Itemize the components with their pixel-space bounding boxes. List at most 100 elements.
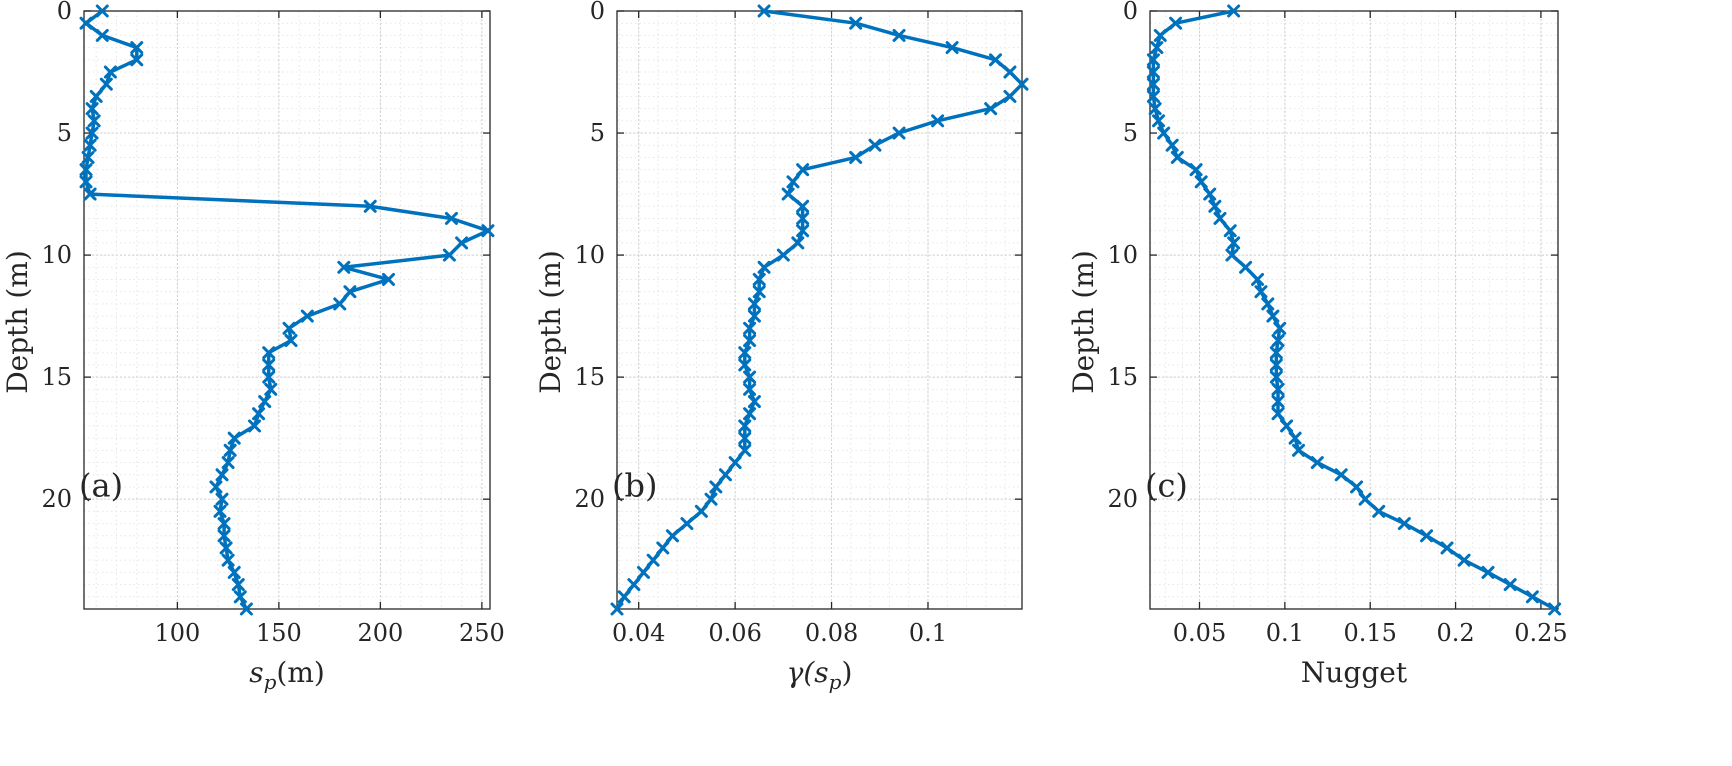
x-axis-label: sp(m) <box>249 656 325 694</box>
y-axis-label: Depth (m) <box>1 250 34 394</box>
y-tick-label: 5 <box>590 119 605 147</box>
data-point-marker <box>796 224 810 238</box>
data-point-marker <box>231 578 245 592</box>
data-point-marker <box>99 77 113 91</box>
data-point-marker <box>1261 297 1275 311</box>
data-point-marker <box>282 321 296 335</box>
data-point-marker <box>1254 285 1268 299</box>
y-tick-label: 15 <box>574 363 605 391</box>
data-point-marker <box>1227 236 1241 250</box>
y-tick-label: 10 <box>574 241 605 269</box>
data-point-marker <box>95 28 109 42</box>
data-point-marker <box>262 358 276 372</box>
data-point-marker <box>1372 504 1386 518</box>
data-point-marker <box>743 334 757 348</box>
data-point-marker <box>81 150 95 164</box>
data-point-marker <box>1015 77 1029 91</box>
data-point-marker <box>680 517 694 531</box>
data-point-marker <box>83 138 97 152</box>
data-point-marker <box>363 199 377 213</box>
data-point-marker <box>1457 553 1471 567</box>
data-point-marker <box>219 541 233 555</box>
data-point-marker <box>665 529 679 543</box>
data-point-marker <box>1194 175 1208 189</box>
data-point-marker <box>610 602 624 616</box>
data-point-marker <box>1280 419 1294 433</box>
data-point-marker <box>1288 431 1302 445</box>
chart-panel-a: 100 150 200 250 0 5 10 15 20 Depth (m) sp(m) (a) <box>1 0 505 694</box>
y-tick-label: 20 <box>41 485 72 513</box>
data-point-marker <box>791 236 805 250</box>
y-tick-label: 15 <box>41 363 72 391</box>
data-point-marker <box>337 260 351 274</box>
chart-panel-b: 0.04 0.06 0.08 0.1 0 5 10 15 20 Depth (m) γ(sp) (b) <box>534 0 1029 694</box>
data-point-marker <box>1208 199 1222 213</box>
x-tick-label: 200 <box>357 619 403 647</box>
data-point-marker <box>1266 309 1280 323</box>
data-point-marker <box>617 590 631 604</box>
data-point-marker <box>1003 89 1017 103</box>
data-point-marker <box>87 114 101 128</box>
data-point-marker <box>215 468 229 482</box>
data-point-marker <box>1165 138 1179 152</box>
data-point-marker <box>757 4 771 18</box>
data-point-marker <box>1203 187 1217 201</box>
data-point-marker <box>233 590 247 604</box>
data-point-marker <box>442 248 456 262</box>
x-tick-label: 0.05 <box>1173 619 1226 647</box>
data-point-marker <box>786 175 800 189</box>
y-axis-label: Depth (m) <box>1067 250 1100 394</box>
data-point-marker <box>752 285 766 299</box>
data-point-marker <box>718 468 732 482</box>
data-point-marker <box>1003 65 1017 79</box>
data-point-marker <box>1269 370 1283 384</box>
x-tick-label: 0.25 <box>1514 619 1567 647</box>
data-point-marker <box>85 102 99 116</box>
y-tick-label: 20 <box>1107 485 1138 513</box>
x-tick-label: 0.1 <box>909 619 947 647</box>
data-point-marker <box>1269 358 1283 372</box>
chart-panel-c: 0.05 0.1 0.15 0.2 0.25 0 5 10 15 20 Depth (m) Nugge… <box>1067 0 1568 689</box>
x-tick-label: 0.04 <box>612 619 665 647</box>
data-point-marker <box>1273 321 1287 335</box>
data-point-marker <box>743 321 757 335</box>
data-point-marker <box>1189 163 1203 177</box>
data-point-marker <box>343 285 357 299</box>
data-point-marker <box>1271 334 1285 348</box>
y-tick-label: 0 <box>57 0 72 25</box>
data-point-marker <box>747 395 761 409</box>
data-point-marker <box>704 492 718 506</box>
data-point-marker <box>239 602 253 616</box>
data-point-marker <box>217 517 231 531</box>
data-point-marker <box>1239 260 1253 274</box>
data-point-marker <box>776 248 790 262</box>
data-point-marker <box>1292 443 1306 457</box>
panel-label: (b) <box>612 467 657 505</box>
x-tick-label: 100 <box>154 619 200 647</box>
data-point-marker <box>262 370 276 384</box>
data-point-marker <box>79 16 93 30</box>
data-point-marker <box>892 28 906 42</box>
y-tick-label: 15 <box>1107 363 1138 391</box>
data-point-marker <box>1251 272 1265 286</box>
data-point-marker <box>481 224 495 238</box>
data-point-marker <box>227 565 241 579</box>
data-point-marker <box>213 504 227 518</box>
data-point-marker <box>796 163 810 177</box>
data-point-marker <box>656 541 670 555</box>
panel-label: (c) <box>1145 467 1188 505</box>
data-point-marker <box>444 211 458 225</box>
data-point-marker <box>752 272 766 286</box>
data-point-marker <box>221 553 235 567</box>
data-point-marker <box>738 431 752 445</box>
data-point-marker <box>945 41 959 55</box>
data-point-marker <box>743 407 757 421</box>
data-point-marker <box>849 150 863 164</box>
data-point-marker <box>1148 102 1162 116</box>
x-tick-label: 0.1 <box>1266 619 1304 647</box>
y-tick-label: 5 <box>57 119 72 147</box>
data-point-marker <box>258 395 272 409</box>
data-point-marker <box>646 553 660 567</box>
data-point-marker <box>738 346 752 360</box>
